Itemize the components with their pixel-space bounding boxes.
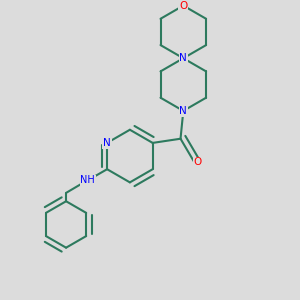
Text: N: N — [179, 106, 187, 116]
Text: N: N — [179, 53, 187, 63]
Text: NH: NH — [80, 176, 95, 185]
Text: O: O — [179, 1, 188, 10]
Text: O: O — [194, 158, 202, 167]
Text: N: N — [103, 138, 111, 148]
